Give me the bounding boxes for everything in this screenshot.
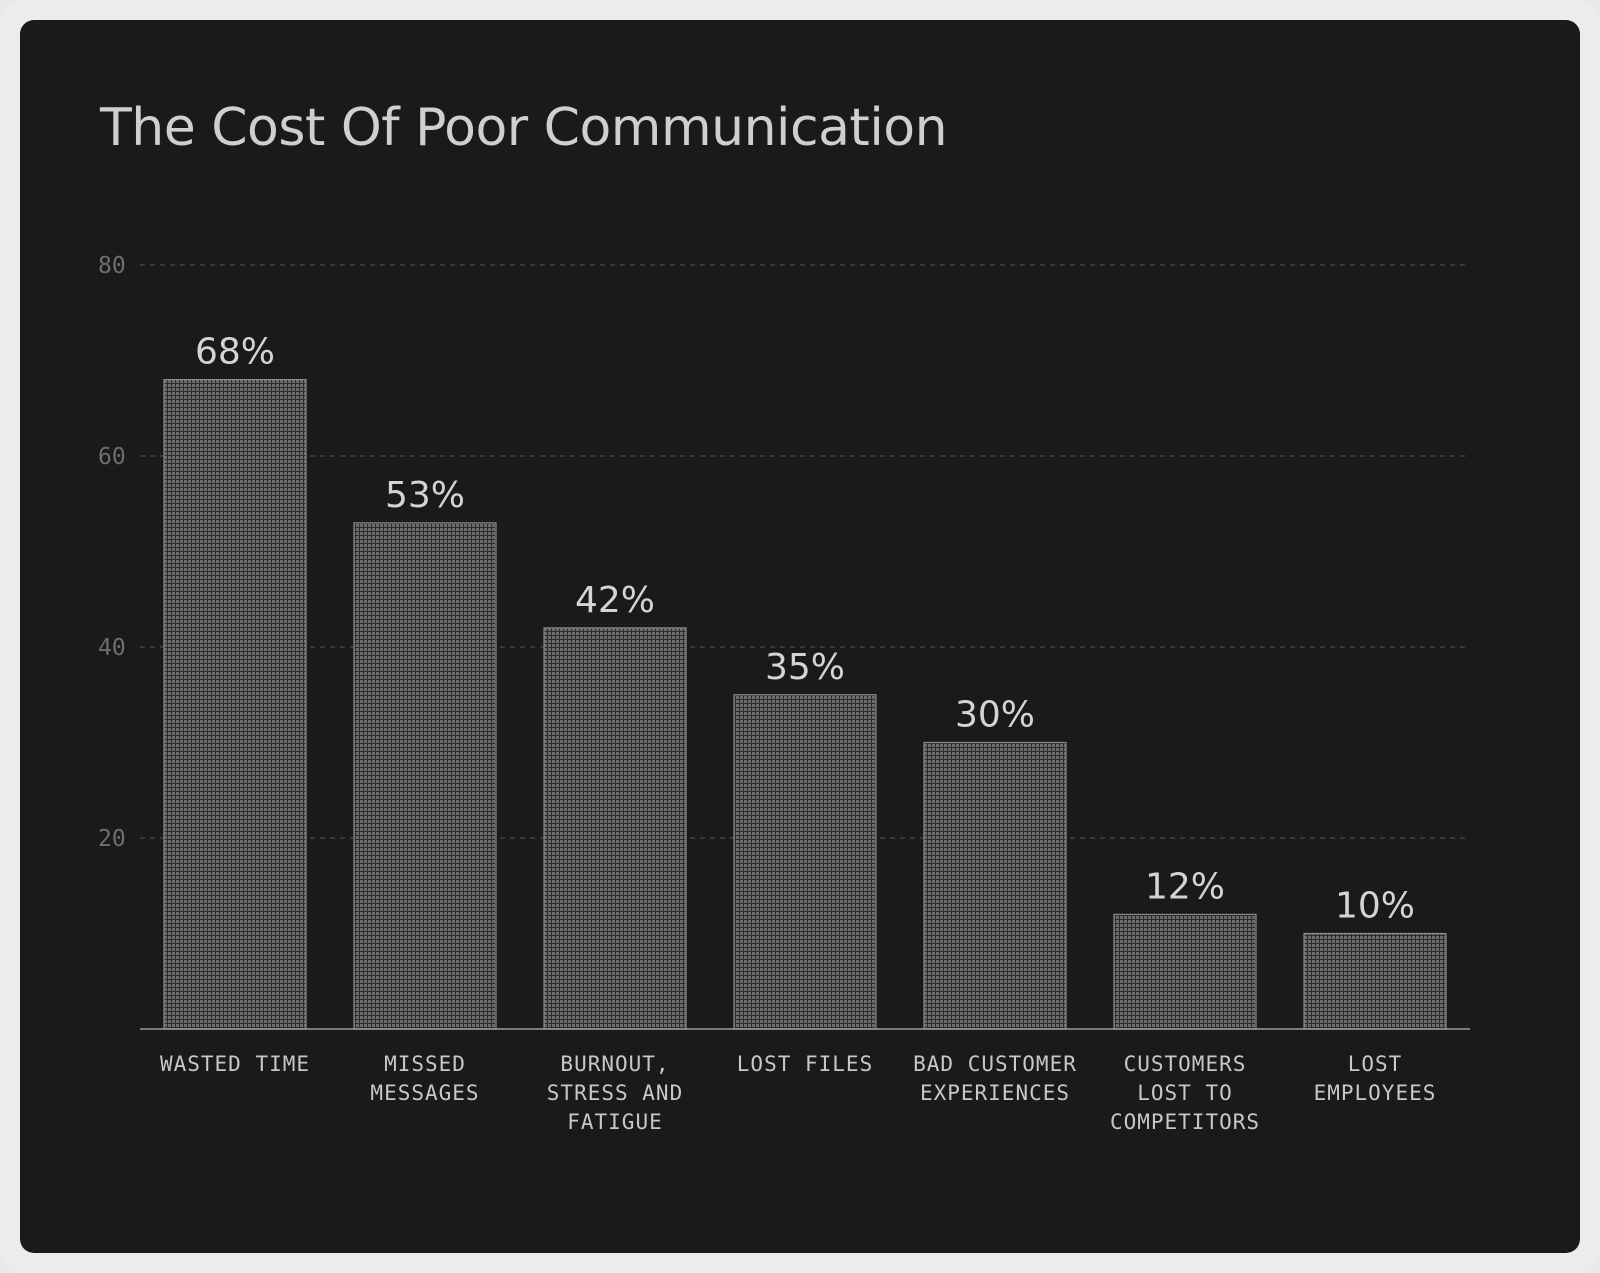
x-tick-label: STRESS AND (547, 1081, 683, 1105)
data-label: 42% (575, 580, 655, 621)
bar (543, 627, 687, 1030)
x-tick-label: EMPLOYEES (1314, 1081, 1437, 1105)
x-tick-label: FATIGUE (567, 1110, 663, 1134)
x-tick-label: BAD CUSTOMER (913, 1052, 1077, 1076)
x-tick-label: LOST FILES (737, 1052, 873, 1076)
bar (1113, 913, 1257, 1030)
x-tick-label: WASTED TIME (160, 1052, 310, 1076)
data-label: 10% (1335, 886, 1415, 927)
chart-card: The Cost Of Poor Communication 20 40 60 80 … (20, 20, 1580, 1253)
x-tick-label: EXPERIENCES (920, 1081, 1070, 1105)
x-tick-label: LOST (1348, 1052, 1403, 1076)
bars (163, 379, 1447, 1030)
bar (1303, 932, 1447, 1030)
x-tick-label: BURNOUT, (560, 1052, 669, 1076)
y-tick-label: 60 (98, 444, 126, 470)
data-label: 68% (195, 332, 275, 373)
bar (923, 741, 1067, 1030)
bar (733, 694, 877, 1030)
y-tick-label: 40 (98, 635, 126, 661)
x-tick-label: LOST TO (1137, 1081, 1233, 1105)
y-tick-label: 80 (98, 253, 126, 279)
data-label: 12% (1145, 866, 1225, 907)
data-label: 35% (765, 647, 845, 688)
x-tick-label: MESSAGES (370, 1081, 479, 1105)
bar (353, 522, 497, 1030)
data-label: 53% (385, 475, 465, 516)
data-label: 30% (955, 695, 1035, 736)
y-tick-label: 20 (98, 826, 126, 852)
bar-chart: 20 40 60 80 68% WASTED TIME 53% MISSED MESSAGES… (98, 253, 1470, 1134)
x-tick-label: CUSTOMERS (1124, 1052, 1247, 1076)
chart-title: The Cost Of Poor Communication (100, 98, 948, 158)
labels: 68% WASTED TIME 53% MISSED MESSAGES 42% BURNOU… (160, 332, 1437, 1134)
x-tick-label: MISSED (384, 1052, 466, 1076)
bar (163, 379, 307, 1030)
x-tick-label: COMPETITORS (1110, 1110, 1260, 1134)
